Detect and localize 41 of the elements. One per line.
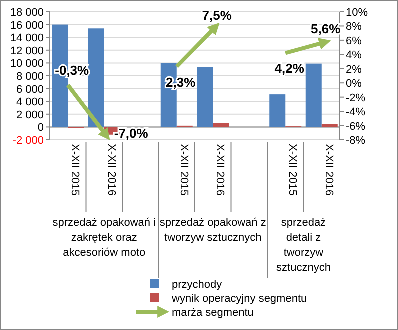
legend-label: marża segmentu [172, 307, 254, 319]
x-tick-label: X-XII 2015 [178, 144, 190, 196]
y2-tick-label: -2% [346, 92, 366, 104]
y2-tick-label: 8% [346, 21, 362, 34]
y2-tick-label: -4% [346, 106, 366, 119]
y2-tick-label: 0% [346, 78, 362, 90]
text: sprzedaż opakowań z tworzyw sztucznych [160, 217, 266, 244]
bar [213, 123, 230, 128]
data-label: 7,5% [202, 8, 232, 23]
x-tick-label: X-XII 2015 [286, 144, 299, 196]
y-tick-label: 8 000 [16, 71, 44, 83]
y2-tick-label: 10% [346, 7, 368, 19]
data-label: 5,6% [311, 21, 342, 36]
y2-tick-label: 4% [346, 50, 362, 62]
legend-label: przychody [172, 279, 223, 291]
y2-tick-label: -6% [346, 120, 366, 133]
y-tick-label: 4 000 [16, 96, 44, 109]
y-tick-label: 10 000 [10, 58, 44, 70]
x-tick-label: X-XII 2016 [105, 144, 118, 196]
y2-tick-label: 2% [346, 64, 362, 76]
y-tick-label: 16 000 [10, 20, 44, 32]
y-tick-label: 6 000 [16, 84, 44, 96]
data-label: -7,0% [114, 126, 149, 141]
y2-tick-label: -8% [346, 135, 366, 147]
x-tick-label: X-XII 2015 [69, 144, 82, 196]
text: sprzedaż opakowań i zakrętek oraz akcesoriów moto [52, 217, 156, 259]
legend-label: wynik operacyjny segmentu [171, 293, 308, 305]
y-tick-label: -2 000 [12, 135, 44, 147]
y-tick-label: 0 [38, 122, 44, 134]
y-tick-label: 14 000 [10, 32, 44, 45]
bar [270, 94, 286, 128]
y-tick-label: 2 000 [16, 109, 44, 122]
bar [322, 124, 338, 128]
x-tick-label: X-XII 2016 [322, 144, 335, 196]
text: sprzedaż detali z tworzyw sztucznych [276, 217, 331, 274]
x-tick-label: X-XII 2016 [214, 144, 226, 196]
data-label: 4,2% [274, 61, 305, 76]
bar [306, 64, 322, 128]
y2-tick-label: 6% [346, 35, 362, 48]
y-tick-label: 12 000 [10, 45, 44, 58]
y-tick-label: 18 000 [10, 7, 44, 19]
